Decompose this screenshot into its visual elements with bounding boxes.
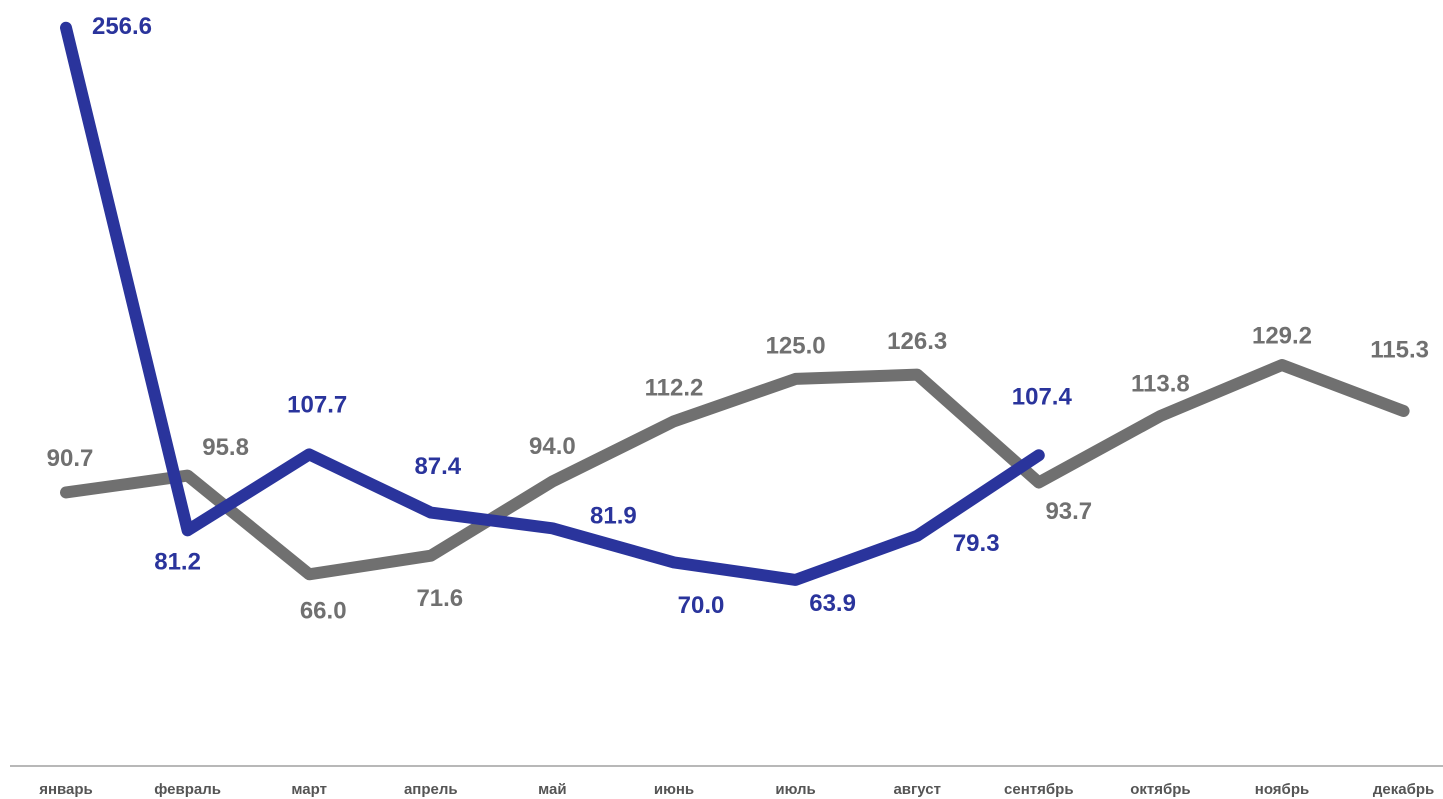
data-label: 107.4 <box>1012 384 1073 411</box>
x-tick-label: сентябрь <box>1004 781 1074 798</box>
data-label: 63.9 <box>809 590 856 617</box>
x-tick-label: июнь <box>654 781 694 798</box>
x-tick-label: февраль <box>154 781 221 798</box>
data-label: 81.9 <box>590 503 637 530</box>
data-label: 70.0 <box>678 592 725 619</box>
x-tick-label: май <box>538 781 566 798</box>
x-tick-label: март <box>291 781 327 798</box>
x-tick-label: август <box>893 781 940 798</box>
data-label: 66.0 <box>300 598 347 625</box>
x-tick-label: октябрь <box>1130 781 1190 798</box>
x-tick-label: ноябрь <box>1255 781 1309 798</box>
data-label: 112.2 <box>645 375 704 402</box>
data-label: 71.6 <box>416 585 463 612</box>
data-label: 107.7 <box>287 392 347 419</box>
data-label: 79.3 <box>953 530 1000 557</box>
series-line <box>60 359 1410 581</box>
data-label: 87.4 <box>414 453 461 480</box>
data-label: 81.2 <box>154 549 201 576</box>
x-tick-label: апрель <box>404 781 458 798</box>
data-label: 125.0 <box>766 332 826 359</box>
data-label: 94.0 <box>529 433 576 460</box>
x-tick-label: январь <box>39 781 93 798</box>
data-label: 95.8 <box>202 434 249 461</box>
data-label: 90.7 <box>47 445 94 472</box>
data-label: 93.7 <box>1045 498 1092 525</box>
x-tick-label: декабрь <box>1373 781 1434 798</box>
data-label: 115.3 <box>1370 336 1429 363</box>
data-label: 113.8 <box>1131 370 1190 397</box>
data-label: 126.3 <box>887 328 947 355</box>
data-label: 129.2 <box>1252 322 1312 349</box>
series-line <box>60 21 1045 586</box>
x-tick-label: июль <box>775 781 815 798</box>
data-label: 256.6 <box>92 13 152 40</box>
